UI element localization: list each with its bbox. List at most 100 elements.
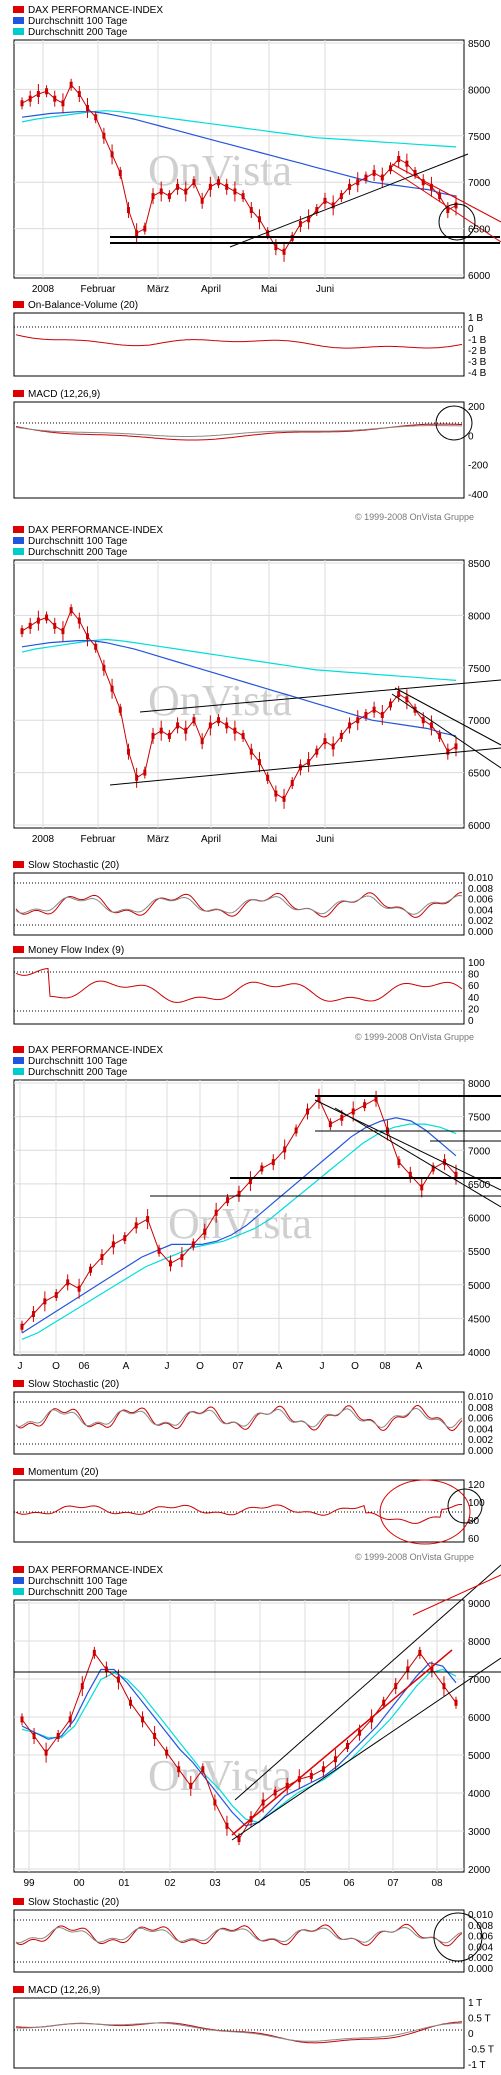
- indicator-tick-label: 60: [468, 1534, 480, 1545]
- x-tick-label: 02: [164, 1878, 176, 1889]
- indicator-tick-label: 0.000: [468, 1446, 493, 1457]
- y-tick-label: 7000: [468, 178, 491, 189]
- x-tick-label: 07: [232, 1361, 244, 1372]
- indicator-tick-label: 0.000: [468, 927, 493, 938]
- indicator-tick-label: -200: [468, 461, 488, 472]
- block4-legend-ma100: Durchschnitt 100 Tage: [28, 1576, 128, 1587]
- indicator-tick-label: 0.010: [468, 1910, 493, 1921]
- price-candle-body: [20, 100, 24, 107]
- indicator-tick-label: 0.010: [468, 1392, 493, 1403]
- block2-legend: DAX PERFORMANCE-INDEX Durchschnitt 100 T…: [13, 525, 163, 558]
- block4-channel-upper: [234, 1564, 501, 1801]
- indicator-tick-label: 0.004: [468, 1942, 493, 1953]
- block3-stoch-panel: Slow Stochastic (20) 0.0100.0080.0060.00…: [13, 1379, 493, 1457]
- y-tick-label: 4500: [468, 1314, 491, 1325]
- block1-watermark: OnVista: [148, 146, 292, 195]
- block2-stoch-panel: Slow Stochastic (20) 0.0100.0080.0060.00…: [13, 860, 493, 938]
- x-tick-label: 00: [73, 1878, 85, 1889]
- indicator-tick-label: 0: [468, 431, 474, 442]
- x-tick-label: 2008: [32, 284, 55, 295]
- y-tick-label: 7000: [468, 716, 491, 727]
- block4-channel-lower: [231, 1657, 501, 1841]
- y-tick-label: 6000: [468, 821, 491, 832]
- block3-copyright: © 1999-2008 OnVista Gruppe: [355, 1552, 474, 1562]
- y-tick-label: 8000: [468, 1637, 491, 1648]
- block4-legend-ma200: Durchschnitt 200 Tage: [28, 1587, 128, 1598]
- x-tick-label: 2008: [32, 834, 55, 845]
- indicator-tick-label: 0.008: [468, 884, 493, 895]
- indicator-tick-label: 40: [468, 993, 480, 1004]
- block1-macd-signal: [15, 425, 462, 437]
- price-line: [21, 609, 457, 800]
- indicator-tick-label: 100: [468, 958, 485, 969]
- x-tick-label: 05: [299, 1878, 311, 1889]
- x-tick-label: April: [201, 834, 221, 845]
- indicator-tick-label: 60: [468, 981, 480, 992]
- x-tick-label: Juni: [316, 834, 334, 845]
- x-tick-label: J: [18, 1361, 23, 1372]
- block3-legend-price: DAX PERFORMANCE-INDEX: [28, 1045, 163, 1056]
- y-tick-label: 7000: [468, 1146, 491, 1157]
- block2-down-line-1: [394, 687, 501, 746]
- x-tick-label: O: [52, 1361, 60, 1372]
- indicator-tick-label: 80: [468, 970, 480, 981]
- block2-channel-top: [139, 679, 501, 713]
- indicator-tick-label: 0.004: [468, 1424, 493, 1435]
- indicator-tick-label: -400: [468, 490, 488, 501]
- block2-copyright: © 1999-2008 OnVista Gruppe: [355, 1032, 474, 1042]
- ma100-line: [21, 640, 457, 737]
- indicator-tick-label: 1 T: [468, 1998, 482, 2009]
- y-tick-label: 2000: [468, 1865, 491, 1876]
- indicator-tick-label: 0: [468, 2029, 474, 2040]
- indicator-tick-label: -4 B: [468, 368, 487, 379]
- block1-macd-title: MACD (12,26,9): [28, 389, 100, 400]
- indicator-tick-label: -2 B: [468, 346, 487, 357]
- price-line: [21, 1097, 457, 1328]
- block4-stoch-circle: [433, 1912, 483, 1962]
- indicator-tick-label: 0.5 T: [468, 2014, 491, 2025]
- x-tick-label: 06: [78, 1361, 90, 1372]
- block1-downtrend-line-2: [391, 169, 501, 243]
- y-tick-label: 8000: [468, 611, 491, 622]
- block4-macd-title: MACD (12,26,9): [28, 1985, 100, 1996]
- x-tick-label: 04: [254, 1878, 266, 1889]
- y-tick-label: 7500: [468, 664, 491, 675]
- x-tick-label: Mai: [261, 834, 277, 845]
- block1-obv-title: On-Balance-Volume (20): [28, 300, 138, 311]
- indicator-tick-label: -1 T: [468, 2060, 486, 2070]
- block1-legend-price: DAX PERFORMANCE-INDEX: [28, 5, 163, 16]
- block2-stoch-signal: [15, 894, 463, 915]
- block3-stoch-line: [15, 1404, 463, 1432]
- indicator-tick-label: 0.006: [468, 1414, 493, 1425]
- block3-momentum-panel: Momentum (20) 120 100 80 60: [13, 1467, 485, 1545]
- x-tick-label: April: [201, 284, 221, 295]
- block4-legend: DAX PERFORMANCE-INDEX Durchschnitt 100 T…: [13, 1565, 163, 1598]
- indicator-tick-label: 0.010: [468, 873, 493, 884]
- indicator-tick-label: 80: [468, 1516, 480, 1527]
- y-tick-label: 3000: [468, 1827, 491, 1838]
- y-tick-label: 9000: [468, 1599, 491, 1610]
- indicator-tick-label: 120: [468, 1480, 485, 1491]
- y-tick-label: 6500: [468, 769, 491, 780]
- y-tick-label: 6500: [468, 1180, 491, 1191]
- price-line: [21, 1651, 457, 1840]
- block1-highlight-circle: [438, 203, 476, 241]
- y-tick-label: 6000: [468, 271, 491, 282]
- y-tick-label: 7000: [468, 1675, 491, 1686]
- block4-stoch-signal: [15, 1926, 463, 1944]
- y-tick-label: 8000: [468, 85, 491, 96]
- x-tick-label: März: [147, 284, 169, 295]
- block3-legend: DAX PERFORMANCE-INDEX Durchschnitt 100 T…: [13, 1045, 163, 1078]
- x-tick-label: O: [351, 1361, 359, 1372]
- x-tick-label: A: [416, 1361, 423, 1372]
- block1-obv-panel: On-Balance-Volume (20) 1 B0-1 B-2 B-3 B-…: [13, 300, 487, 379]
- block3-momentum-line: [15, 1504, 462, 1524]
- block1-legend-ma200: Durchschnitt 200 Tage: [28, 27, 128, 38]
- indicator-tick-label: 1 B: [468, 313, 483, 324]
- x-tick-label: Februar: [80, 284, 116, 295]
- block3-down-channel-2: [334, 1107, 501, 1208]
- indicator-tick-label: -0.5 T: [468, 2045, 494, 2056]
- block4-red-trend-2: [412, 1574, 501, 1616]
- indicator-tick-label: 0.000: [468, 1964, 493, 1975]
